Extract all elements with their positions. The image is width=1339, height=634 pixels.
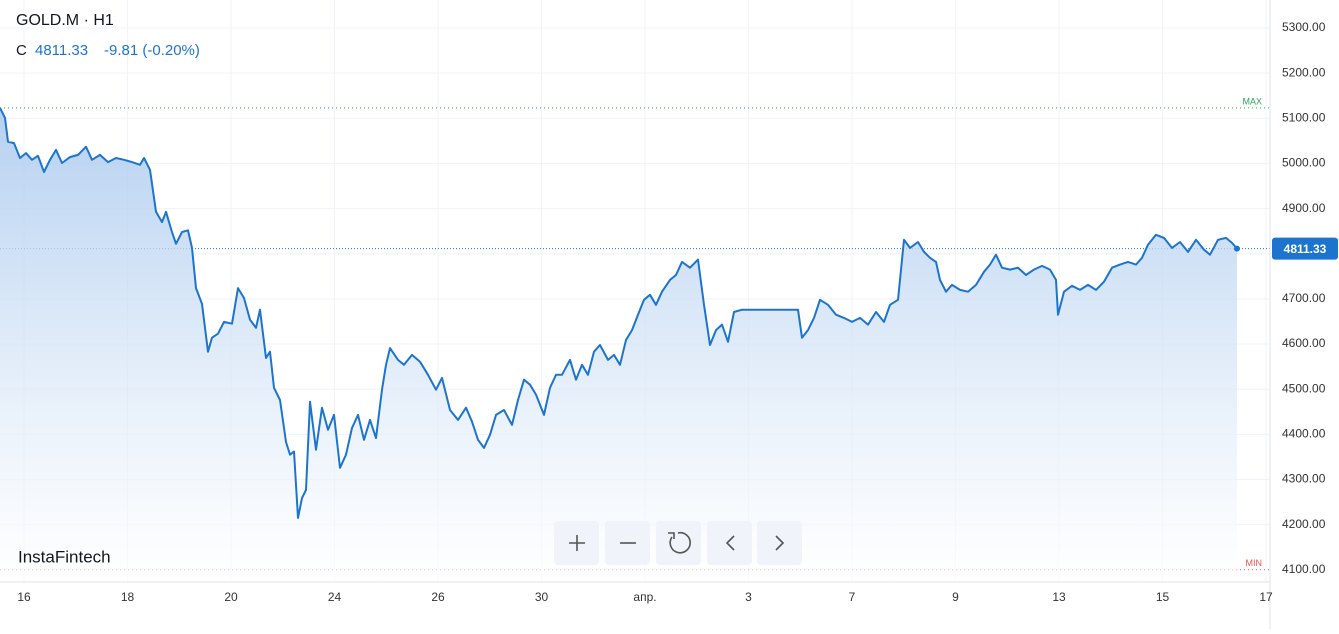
- zoom-controls: [554, 521, 802, 565]
- last-price-badge: [1272, 237, 1338, 260]
- close-value: 4811.33: [35, 42, 88, 59]
- y-tick-label: 4100.00: [1282, 562, 1326, 576]
- price-line: [0, 107, 1238, 519]
- y-tick-label: 5300.00: [1282, 20, 1326, 34]
- x-tick-label: апр.: [633, 590, 656, 604]
- x-tick-label: 9: [952, 590, 959, 604]
- chart-title: GOLD.M · H1: [16, 12, 114, 29]
- change: -9.81 (-0.20%): [104, 42, 200, 59]
- y-tick-label: 4500.00: [1282, 381, 1326, 395]
- reset-button[interactable]: [656, 521, 701, 565]
- x-tick-label: 20: [224, 590, 238, 604]
- y-tick-label: 4900.00: [1282, 201, 1326, 215]
- x-tick-label: 7: [849, 590, 856, 604]
- x-tick-label: 30: [535, 590, 549, 604]
- y-tick-label: 4700.00: [1282, 291, 1326, 305]
- x-tick-label: 18: [121, 590, 135, 604]
- y-tick-label: 4300.00: [1282, 472, 1326, 486]
- y-tick-label: 5200.00: [1282, 65, 1326, 79]
- x-tick-label: 15: [1156, 590, 1170, 604]
- y-tick-label: 5000.00: [1282, 156, 1326, 170]
- y-tick-label: 4200.00: [1282, 517, 1326, 531]
- x-tick-label: 16: [17, 590, 31, 604]
- min-label: MIN: [1246, 558, 1263, 568]
- last-price-label: 4811.33: [1284, 242, 1327, 256]
- axes: 4100.00 4200.00 4300.00 4400.00 4500.00 4600.…: [17, 20, 1338, 604]
- x-tick-label: 13: [1052, 590, 1066, 604]
- scroll-right-button[interactable]: [757, 521, 802, 565]
- last-point: [1234, 245, 1240, 252]
- scroll-left-button[interactable]: [707, 521, 752, 565]
- x-tick-label: 24: [328, 590, 342, 604]
- watermark: InstaFintech: [18, 547, 111, 566]
- area: [0, 107, 1237, 583]
- x-tick-label: 3: [745, 590, 752, 604]
- max-label: MAX: [1242, 96, 1262, 106]
- y-tick-label: 5100.00: [1282, 110, 1326, 124]
- y-tick-label: 4600.00: [1282, 336, 1326, 350]
- zoom-in-button[interactable]: [554, 521, 599, 565]
- y-tick-label: 4400.00: [1282, 427, 1326, 441]
- close-label: C: [16, 42, 27, 59]
- x-tick-label: 17: [1259, 590, 1273, 604]
- zoom-out-button[interactable]: [605, 521, 650, 565]
- plot: [0, 107, 1240, 583]
- x-tick-label: 26: [431, 590, 445, 604]
